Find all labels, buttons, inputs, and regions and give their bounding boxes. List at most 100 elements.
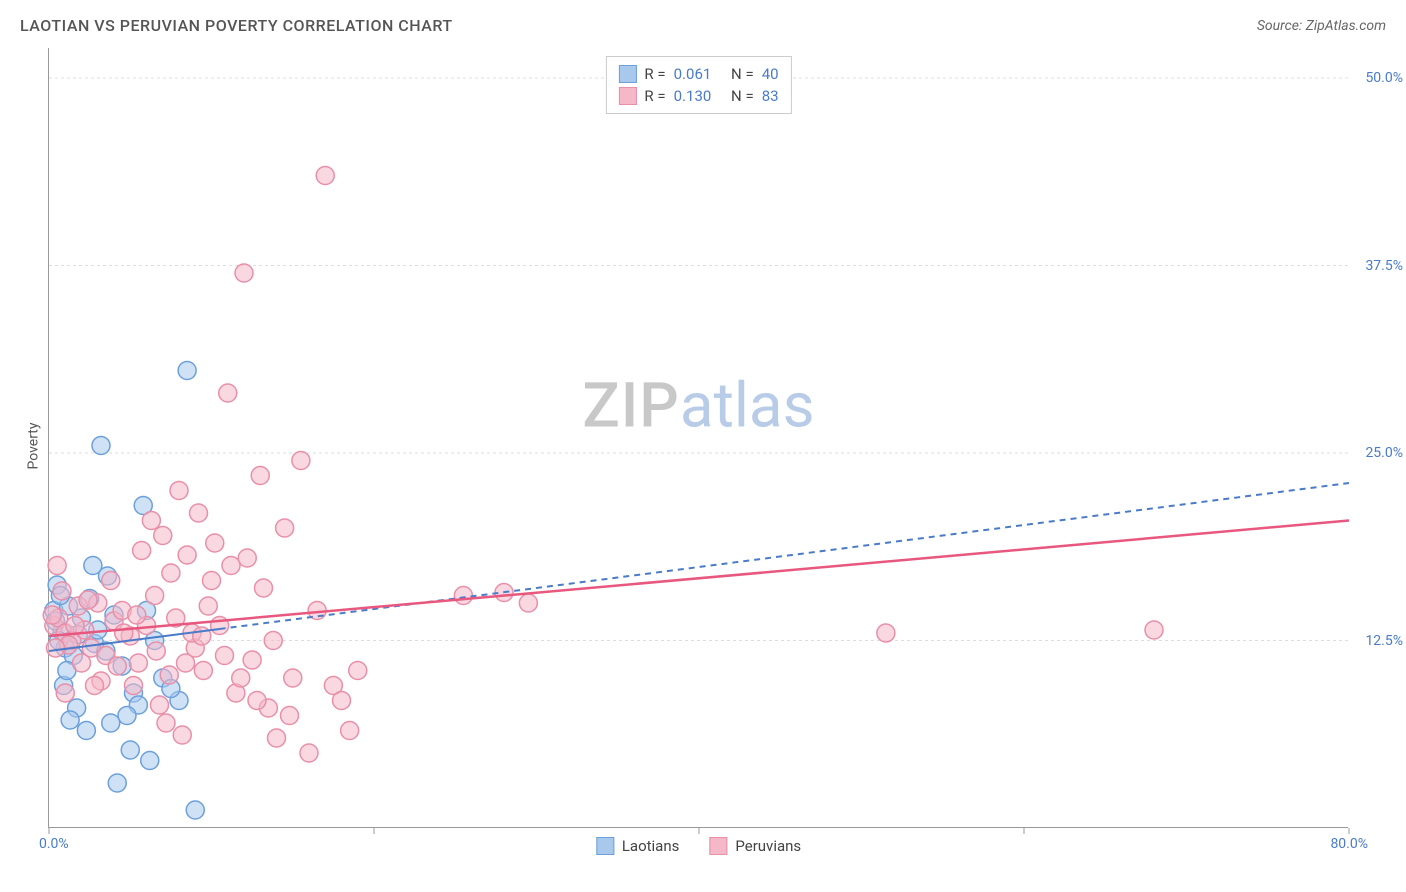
chart-title: LAOTIAN VS PERUVIAN POVERTY CORRELATION …: [20, 16, 453, 35]
y-tick-label: 25.0%: [1365, 445, 1403, 461]
scatter-point: [157, 714, 175, 732]
legend-label-peruvians: Peruvians: [735, 837, 801, 855]
scatter-point: [141, 752, 159, 770]
scatter-point: [73, 654, 91, 672]
scatter-point: [43, 606, 61, 624]
scatter-point: [177, 654, 195, 672]
scatter-point: [1145, 621, 1163, 639]
scatter-point: [48, 557, 66, 575]
source-attribution: Source: ZipAtlas.com: [1257, 18, 1386, 34]
scatter-point: [199, 597, 217, 615]
scatter-point: [300, 744, 318, 762]
scatter-point: [121, 741, 139, 759]
scatter-point: [160, 666, 178, 684]
stats-legend-row-peruvians: R = 0.130 N = 83: [618, 85, 778, 107]
scatter-point: [146, 587, 164, 605]
scatter-point: [129, 654, 147, 672]
stats-legend-box: R = 0.061 N = 40 R = 0.130 N = 83: [605, 56, 791, 114]
chart-header: LAOTIAN VS PERUVIAN POVERTY CORRELATION …: [0, 0, 1406, 45]
scatter-point: [142, 512, 160, 530]
scatter-point: [251, 467, 269, 485]
scatter-point: [264, 632, 282, 650]
scatter-point: [235, 264, 253, 282]
scatter-point: [268, 729, 286, 747]
chart-plot-area: ZIPatlas R = 0.061 N = 40 R = 0.130 N = …: [48, 48, 1348, 828]
n-label: N =: [731, 87, 754, 105]
y-axis-label: Poverty: [26, 422, 42, 469]
scatter-point: [276, 519, 294, 537]
legend-swatch-peruvians: [618, 87, 636, 105]
scatter-point: [128, 606, 146, 624]
scatter-point: [248, 692, 266, 710]
legend-swatch-laotians: [618, 65, 636, 83]
scatter-point: [47, 639, 65, 657]
scatter-point: [77, 722, 95, 740]
plot-svg: [49, 48, 1348, 827]
r-value-peruvians: 0.130: [674, 87, 712, 105]
scatter-point: [133, 542, 151, 560]
scatter-point: [877, 624, 895, 642]
scatter-point: [333, 692, 351, 710]
scatter-point: [108, 774, 126, 792]
scatter-point: [154, 527, 172, 545]
scatter-point: [115, 624, 133, 642]
scatter-point: [151, 696, 169, 714]
scatter-point: [454, 587, 472, 605]
x-tick-label: 0.0%: [39, 836, 69, 852]
scatter-point: [86, 677, 104, 695]
scatter-point: [108, 657, 126, 675]
legend-item-laotians: Laotians: [596, 837, 680, 855]
scatter-point: [173, 726, 191, 744]
scatter-point: [118, 707, 136, 725]
scatter-point: [66, 617, 84, 635]
scatter-point: [79, 591, 97, 609]
scatter-point: [61, 711, 79, 729]
n-value-laotians: 40: [762, 65, 779, 83]
stats-legend-row-laotians: R = 0.061 N = 40: [618, 63, 778, 85]
legend-item-peruvians: Peruvians: [709, 837, 801, 855]
r-label: R =: [644, 65, 665, 83]
scatter-point: [190, 504, 208, 522]
scatter-point: [162, 564, 180, 582]
scatter-point: [53, 582, 71, 600]
y-tick-label: 37.5%: [1365, 258, 1403, 274]
scatter-point: [92, 437, 110, 455]
scatter-point: [281, 707, 299, 725]
scatter-point: [206, 534, 224, 552]
scatter-point: [292, 452, 310, 470]
scatter-point: [519, 594, 537, 612]
scatter-point: [349, 662, 367, 680]
scatter-point: [102, 714, 120, 732]
trend-line-dashed: [220, 483, 1349, 629]
n-label: N =: [731, 65, 754, 83]
scatter-point: [178, 362, 196, 380]
scatter-point: [125, 677, 143, 695]
scatter-point: [203, 572, 221, 590]
scatter-point: [243, 651, 261, 669]
scatter-point: [194, 662, 212, 680]
scatter-point: [222, 557, 240, 575]
scatter-point: [170, 482, 188, 500]
n-value-peruvians: 83: [762, 87, 779, 105]
legend-swatch-laotians-bottom: [596, 837, 614, 855]
scatter-point: [255, 579, 273, 597]
scatter-point: [316, 167, 334, 185]
legend-label-laotians: Laotians: [622, 837, 680, 855]
y-tick-label: 50.0%: [1365, 70, 1403, 86]
scatter-point: [219, 384, 237, 402]
scatter-point: [238, 549, 256, 567]
scatter-point: [232, 669, 250, 687]
series-legend: Laotians Peruvians: [596, 837, 801, 855]
y-tick-label: 12.5%: [1365, 633, 1403, 649]
scatter-point: [56, 684, 74, 702]
legend-swatch-peruvians-bottom: [709, 837, 727, 855]
scatter-point: [147, 642, 165, 660]
scatter-point: [102, 572, 120, 590]
r-value-laotians: 0.061: [674, 65, 712, 83]
scatter-point: [178, 546, 196, 564]
scatter-point: [216, 647, 234, 665]
x-tick-label: 80.0%: [1330, 836, 1368, 852]
scatter-point: [341, 722, 359, 740]
scatter-point: [284, 669, 302, 687]
r-label: R =: [644, 87, 665, 105]
